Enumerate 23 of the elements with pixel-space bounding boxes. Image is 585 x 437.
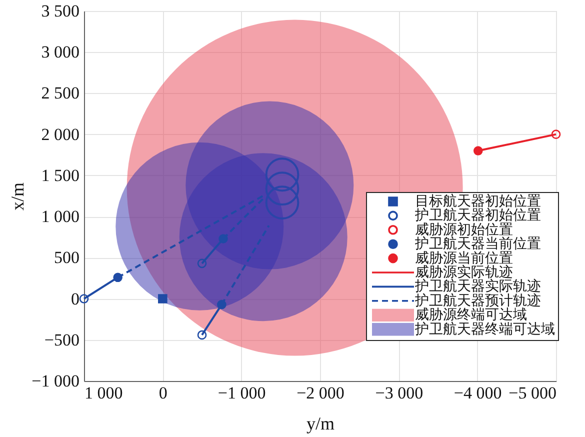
y-axis-title: x/m	[8, 182, 28, 211]
y-tick-label: 2 500	[41, 84, 80, 103]
y-tick-label: 0	[71, 289, 80, 308]
y-tick-label: 3 000	[41, 42, 80, 62]
x-tick-label: −3 000	[375, 384, 424, 402]
legend-label: 护卫航天器预计轨迹	[414, 292, 541, 309]
x-tick-label: −4 000	[454, 384, 502, 402]
y-tick-label: 1 000	[41, 207, 80, 226]
y-tick-label: 2 000	[41, 124, 80, 144]
x-tick-label: −1 000	[218, 384, 266, 402]
legend-label: 护卫航天器终端可达域	[414, 321, 555, 338]
legend-label: 护卫航天器初始位置	[414, 208, 541, 224]
y-tick-label: −500	[44, 330, 80, 350]
legend-label: 护卫航天器当前位置	[414, 236, 541, 252]
y-tick-label: 500	[54, 248, 80, 268]
y-tick-label: 3 500	[41, 2, 80, 20]
x-tick-label: 1 000	[84, 384, 123, 402]
x-tick-label: −5 000	[508, 384, 556, 402]
x-tick-label: −2 000	[296, 384, 344, 402]
y-tick-label: 1 500	[41, 166, 80, 185]
y-tick-label: −1 000	[32, 372, 80, 390]
x-tick-label: 0	[158, 384, 168, 402]
x-axis-title: y/m	[306, 414, 335, 434]
